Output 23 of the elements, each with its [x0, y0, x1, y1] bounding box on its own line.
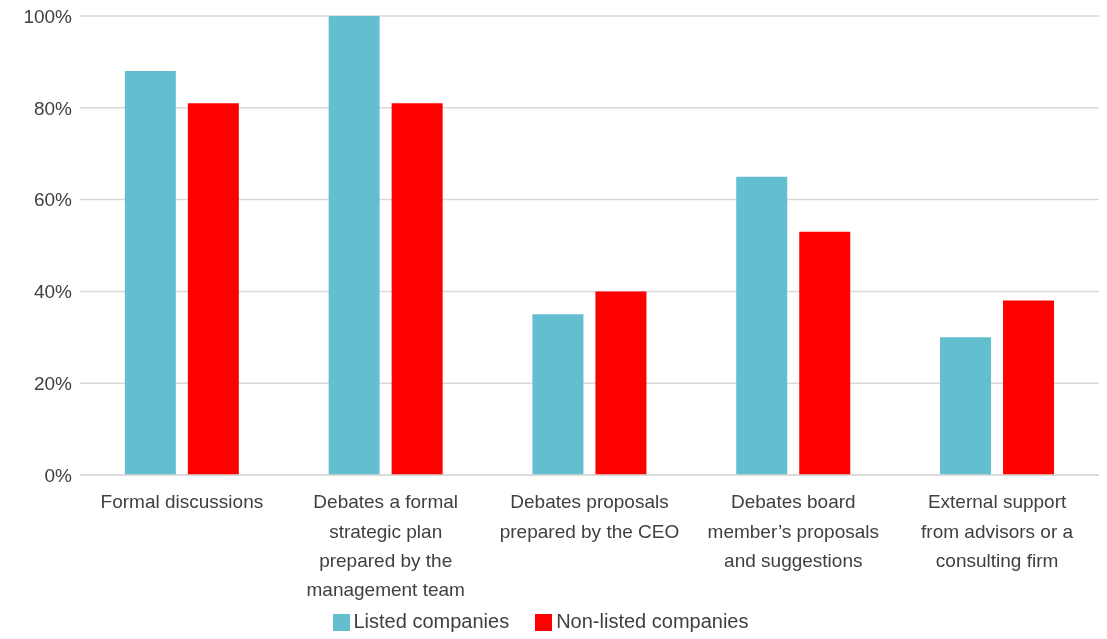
bar: [532, 314, 584, 475]
y-tick-label: 0%: [44, 464, 73, 486]
bar: [187, 103, 239, 475]
legend-label: Non-listed companies: [556, 610, 749, 632]
legend-label: Listed companies: [353, 610, 510, 632]
y-tick-label: 60%: [33, 189, 73, 211]
y-tick-label: 20%: [33, 372, 73, 394]
x-tick-label: Formal discussions: [100, 491, 264, 513]
bar: [940, 337, 992, 475]
y-tick-label: 80%: [33, 97, 73, 119]
x-tick-label: External support from advisors or a consulting firm: [921, 491, 1074, 571]
bar: [1003, 300, 1055, 475]
y-tick-label: 100%: [23, 5, 73, 27]
bar: [799, 231, 851, 475]
x-tick-label: Debates a formal strategic plan prepared by the management team: [306, 491, 465, 601]
x-tick-label: Debates board member’s proposals and suggestions: [707, 491, 880, 571]
bar: [595, 291, 647, 475]
y-tick-label: 40%: [33, 281, 73, 303]
bar: [124, 71, 176, 475]
x-tick-label: Debates proposals prepared by the CEO: [499, 491, 680, 542]
bar: [328, 16, 380, 475]
bar: [391, 103, 443, 475]
bar: [736, 176, 788, 475]
